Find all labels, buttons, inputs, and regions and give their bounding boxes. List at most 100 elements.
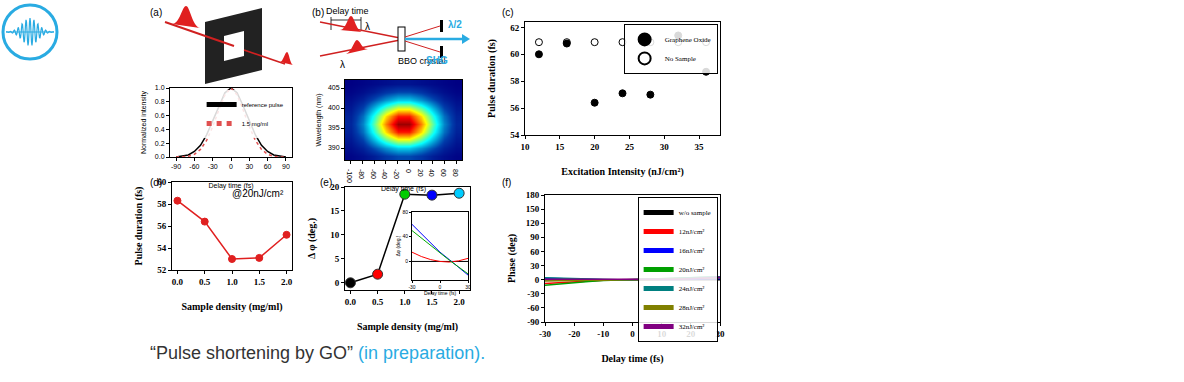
svg-text:(c): (c) (502, 7, 514, 18)
svg-text:-90: -90 (527, 317, 539, 327)
svg-text:32nJ/cm²: 32nJ/cm² (679, 323, 705, 331)
svg-text:-30: -30 (539, 329, 551, 339)
svg-text:(e): (e) (320, 177, 332, 188)
svg-text:-80: -80 (358, 169, 365, 179)
svg-text:15: 15 (330, 206, 340, 216)
svg-text:0: 0 (229, 163, 233, 170)
svg-text:120: 120 (526, 218, 540, 228)
svg-text:Δφ (deg.): Δφ (deg.) (395, 235, 401, 256)
svg-text:90: 90 (530, 232, 540, 242)
svg-text:20: 20 (417, 169, 424, 177)
svg-text:54: 54 (157, 243, 167, 253)
svg-text:Delay time (fs): Delay time (fs) (424, 290, 457, 296)
svg-text:-60: -60 (189, 163, 199, 170)
svg-text:Sample density (mg/ml): Sample density (mg/ml) (357, 321, 458, 333)
svg-text:180: 180 (526, 190, 540, 200)
svg-text:-20: -20 (393, 169, 400, 179)
svg-text:35: 35 (695, 142, 705, 152)
svg-text:1.0: 1.0 (226, 277, 238, 287)
svg-text:Normalized intensity: Normalized intensity (140, 90, 148, 154)
svg-text:w/o sample: w/o sample (679, 209, 711, 217)
svg-text:SHG: SHG (426, 55, 448, 66)
svg-text:Δ φ (deg.): Δ φ (deg.) (306, 218, 318, 259)
svg-text:10: 10 (330, 230, 340, 240)
svg-text:10: 10 (521, 142, 531, 152)
svg-text:0: 0 (335, 278, 340, 288)
svg-text:60: 60 (264, 163, 272, 170)
svg-text:60: 60 (440, 169, 447, 177)
svg-text:1.5 mg/ml: 1.5 mg/ml (242, 121, 268, 127)
svg-text:0.5: 0.5 (372, 297, 384, 307)
svg-text:Delay time (fs): Delay time (fs) (601, 353, 663, 365)
svg-text:0: 0 (535, 275, 540, 285)
svg-text:0.0: 0.0 (155, 153, 165, 160)
svg-text:BBO crystal: BBO crystal (398, 56, 446, 66)
svg-text:5: 5 (335, 254, 340, 264)
svg-text:2.0: 2.0 (281, 277, 293, 287)
svg-text:-100: -100 (346, 169, 353, 183)
svg-text:-60: -60 (370, 169, 377, 179)
svg-text:58: 58 (510, 76, 520, 86)
svg-text:60: 60 (157, 177, 167, 187)
svg-text:-60: -60 (527, 303, 539, 313)
svg-text:-20: -20 (568, 329, 580, 339)
svg-text:20: 20 (590, 142, 600, 152)
svg-text:60: 60 (510, 49, 520, 59)
svg-text:12nJ/cm²: 12nJ/cm² (679, 228, 705, 236)
svg-text:Pulse duration (fs): Pulse duration (fs) (486, 39, 498, 118)
svg-text:Delay time (fs): Delay time (fs) (208, 182, 253, 190)
svg-text:-30: -30 (208, 163, 218, 170)
svg-text:90: 90 (282, 163, 290, 170)
svg-text:0: 0 (405, 169, 412, 173)
svg-text:0: 0 (630, 329, 635, 339)
svg-text:405: 405 (328, 84, 340, 91)
svg-text:1.5: 1.5 (254, 277, 266, 287)
svg-text:-40: -40 (381, 169, 388, 179)
svg-text:-30: -30 (527, 289, 539, 299)
svg-text:16nJ/cm²: 16nJ/cm² (679, 247, 705, 255)
svg-text:-30: -30 (408, 284, 415, 290)
svg-text:-10: -10 (597, 329, 609, 339)
svg-text:1.5: 1.5 (426, 297, 438, 307)
svg-text:λ: λ (340, 59, 345, 70)
svg-text:Pulse duration (fs): Pulse duration (fs) (133, 187, 145, 266)
svg-text:Phase (deg): Phase (deg) (506, 234, 518, 283)
svg-text:80: 80 (452, 169, 459, 177)
svg-text:56: 56 (510, 103, 520, 113)
svg-text:1.0: 1.0 (155, 84, 165, 91)
svg-text:58: 58 (157, 199, 167, 209)
svg-text:20: 20 (330, 182, 340, 192)
svg-text:80: 80 (402, 209, 408, 215)
svg-text:395: 395 (328, 124, 340, 131)
svg-text:25: 25 (625, 142, 635, 152)
svg-text:150: 150 (526, 204, 540, 214)
svg-text:30: 30 (660, 142, 670, 152)
svg-text:Graphene Oxide: Graphene Oxide (665, 36, 711, 44)
svg-text:0.6: 0.6 (155, 112, 165, 119)
svg-text:30: 30 (530, 261, 540, 271)
svg-text:20nJ/cm²: 20nJ/cm² (679, 266, 705, 274)
svg-text:24nJ/cm²: 24nJ/cm² (679, 285, 705, 293)
svg-text:56: 56 (157, 221, 167, 231)
svg-text:λ/2: λ/2 (448, 19, 462, 30)
svg-text:Delay time: Delay time (326, 6, 369, 16)
svg-text:(a): (a) (150, 7, 162, 18)
svg-text:No Sample: No Sample (665, 55, 696, 63)
svg-text:28nJ/cm²: 28nJ/cm² (679, 304, 705, 312)
svg-text:390: 390 (328, 144, 340, 151)
svg-text:0.2: 0.2 (155, 140, 165, 147)
svg-text:(f): (f) (502, 177, 511, 188)
svg-text:15: 15 (555, 142, 565, 152)
svg-text:Wavelength (nm): Wavelength (nm) (315, 93, 323, 146)
svg-text:0.0: 0.0 (345, 297, 357, 307)
svg-text:Sample density (mg/ml): Sample density (mg/ml) (181, 301, 282, 313)
svg-text:60: 60 (530, 247, 540, 257)
svg-text:54: 54 (510, 130, 520, 140)
svg-text:-90: -90 (171, 163, 181, 170)
svg-text:(b): (b) (312, 7, 324, 18)
svg-text:52: 52 (157, 265, 167, 275)
svg-text:30: 30 (245, 163, 253, 170)
svg-text:40: 40 (428, 169, 435, 177)
svg-text:40: 40 (402, 233, 408, 239)
svg-text:400: 400 (328, 104, 340, 111)
